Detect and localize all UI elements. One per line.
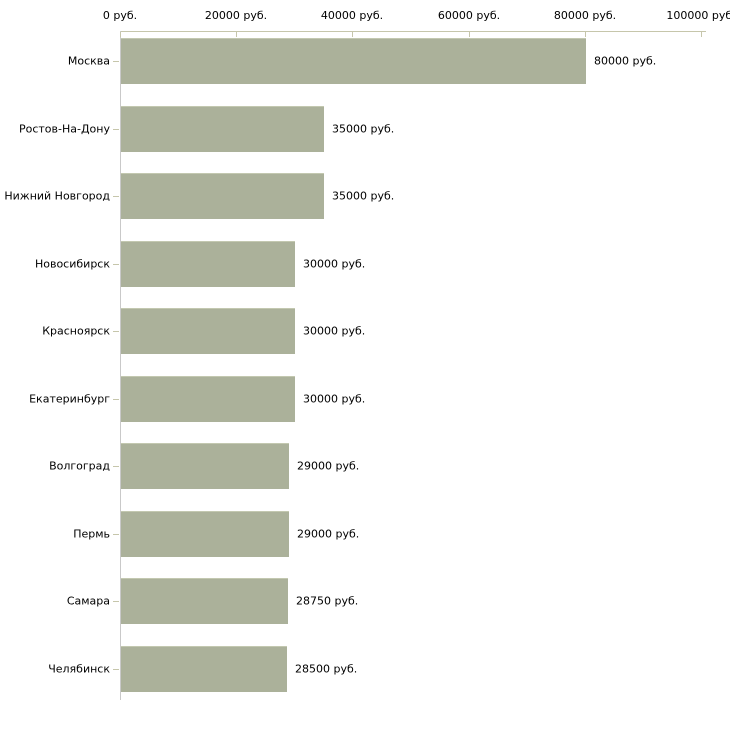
bar <box>121 510 289 557</box>
value-label: 35000 руб. <box>332 122 395 135</box>
bar <box>121 443 289 489</box>
y-axis-line <box>120 31 121 700</box>
category-tick-mark <box>113 399 119 400</box>
bar <box>121 38 586 84</box>
x-tick-mark <box>701 32 702 37</box>
x-tick-mark <box>120 32 121 37</box>
x-tick-mark <box>352 32 353 37</box>
category-tick-mark <box>113 534 119 535</box>
x-tick-label: 80000 руб. <box>553 9 617 22</box>
category-tick-mark <box>113 601 119 602</box>
category-label: Ростов-На-Дону <box>18 122 110 135</box>
category-label: Екатеринбург <box>29 392 110 405</box>
x-tick-mark <box>585 32 586 37</box>
category-label: Нижний Новгород <box>4 189 110 203</box>
value-label: 30000 руб. <box>303 392 366 405</box>
bar <box>121 578 288 624</box>
x-tick-label: 0 руб. <box>102 9 138 22</box>
bar <box>121 173 324 219</box>
category-tick-mark <box>113 129 119 130</box>
category-tick-mark <box>113 669 119 670</box>
bar <box>121 240 295 287</box>
x-tick-label: 40000 руб. <box>320 9 384 22</box>
category-tick-mark <box>113 466 119 467</box>
bar <box>121 308 295 354</box>
category-label: Москва <box>67 54 110 68</box>
value-label: 35000 руб. <box>332 189 395 203</box>
x-tick-mark <box>469 32 470 37</box>
category-tick-mark <box>113 196 119 197</box>
x-tick-mark <box>236 32 237 37</box>
bar <box>121 105 324 152</box>
bar <box>121 375 295 422</box>
value-label: 29000 руб. <box>297 527 360 540</box>
category-label: Челябинск <box>48 662 110 675</box>
value-label: 30000 руб. <box>303 324 366 338</box>
category-tick-mark <box>113 264 119 265</box>
value-label: 30000 руб. <box>303 257 366 270</box>
value-label: 29000 руб. <box>297 459 360 473</box>
category-label: Волгоград <box>49 459 110 473</box>
x-tick-label: 60000 руб. <box>437 9 501 22</box>
category-tick-mark <box>113 331 119 332</box>
value-label: 28500 руб. <box>295 662 358 675</box>
category-label: Новосибирск <box>34 257 110 270</box>
value-label: 28750 руб. <box>296 594 359 608</box>
category-label: Красноярск <box>42 324 110 338</box>
x-axis-line <box>120 31 706 32</box>
x-tick-label: 100000 руб. <box>666 9 730 22</box>
bar <box>121 645 287 692</box>
x-tick-label: 20000 руб. <box>204 9 268 22</box>
category-label: Пермь <box>73 527 110 540</box>
value-label: 80000 руб. <box>594 54 657 68</box>
category-label: Самара <box>66 594 110 608</box>
category-tick-mark <box>113 61 119 62</box>
